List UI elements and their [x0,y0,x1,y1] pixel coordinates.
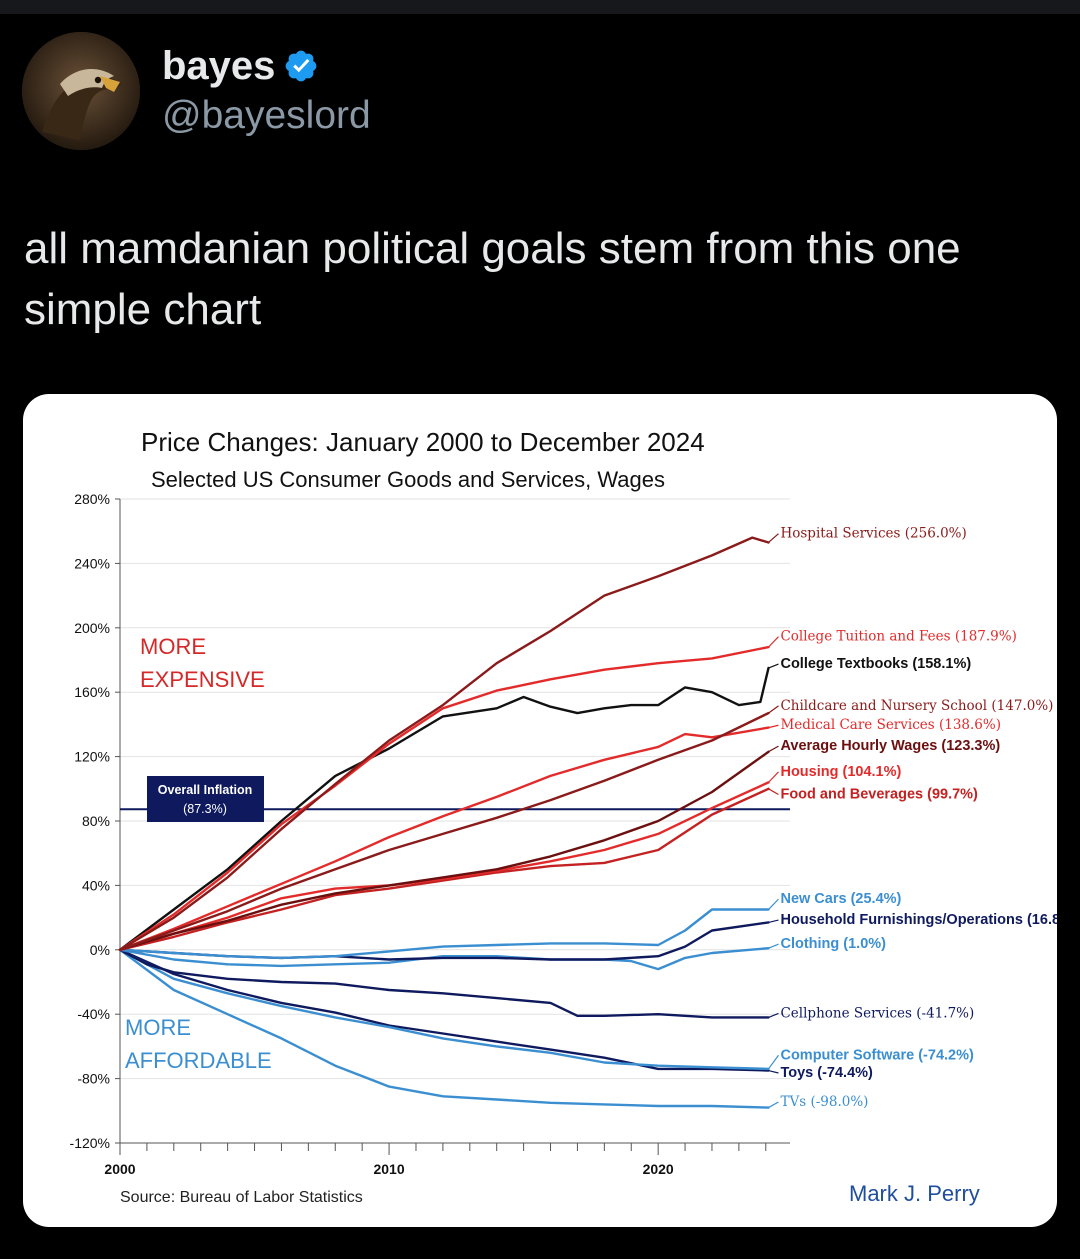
inflation-box [147,776,264,822]
y-tick-label: 280% [74,491,110,507]
series-label-new-cars: New Cars (25.4%) [780,891,901,907]
series-leader-clothing [768,943,779,949]
more-affordable-label: AFFORDABLE [125,1048,272,1073]
series-line-medical-care-services [118,726,770,951]
series-line-computer-software [118,948,770,1071]
series-leader-college-tuition-and-fees [768,636,779,648]
y-tick-label: -80% [77,1071,110,1087]
series-line-toys [118,948,770,1072]
eagle-avatar-icon [22,32,140,150]
series-label-childcare-and-nursery-school: Childcare and Nursery School (147.0%) [780,698,1053,714]
avatar[interactable] [22,32,140,150]
y-tick-label: 200% [74,620,110,636]
top-bar [0,0,1080,14]
series-line-new-cars [118,908,770,960]
x-tick-label: 2000 [104,1161,135,1177]
series-line-clothing [118,947,770,971]
series-label-housing: Housing (104.1%) [780,764,901,780]
x-tick-label: 2010 [373,1161,404,1177]
series-line-cellphone-services [118,948,770,1019]
series-label-computer-software: Computer Software (-74.2%) [780,1047,974,1063]
series-label-average-hourly-wages: Average Hourly Wages (123.3%) [780,738,1000,754]
series-label-clothing: Clothing (1.0%) [780,936,886,952]
series-leader-hospital-services [768,533,779,543]
series-label-medical-care-services: Medical Care Services (138.6%) [780,717,1001,733]
series-leader-medical-care-services [768,724,779,729]
user-name-row: bayes [162,40,319,92]
series-leader-new-cars [768,898,779,910]
series-leader-tvs [768,1101,779,1109]
chart-title: Price Changes: January 2000 to December … [141,427,705,457]
series-line-housing [118,781,770,951]
series-line-college-textbooks [118,666,770,951]
user-handle[interactable]: @bayeslord [162,94,371,137]
series-label-toys: Toys (-74.4%) [780,1065,873,1081]
series-leader-childcare-and-nursery-school [768,705,779,714]
inflation-box-value: (87.3%) [183,802,227,816]
series-label-household-furnishings-operations: Household Furnishings/Operations (16.8%) [780,912,1057,928]
series-leader-computer-software [767,1054,779,1070]
chart-author: Mark J. Perry [849,1181,980,1206]
tweet-media-chart[interactable]: Price Changes: January 2000 to December … [23,394,1057,1227]
series-leader-food-and-beverages [768,788,779,795]
series-leader-college-textbooks [768,663,779,669]
more-expensive-label: EXPENSIVE [140,667,265,692]
display-name[interactable]: bayes [162,43,276,88]
y-tick-label: 0% [90,942,110,958]
price-changes-chart: Price Changes: January 2000 to December … [70,427,1057,1206]
y-tick-label: -120% [70,1135,110,1151]
y-tick-label: 40% [82,877,110,893]
more-expensive-label: MORE [140,634,206,659]
y-tick-label: 80% [82,813,110,829]
series-leader-cellphone-services [768,1012,779,1018]
inflation-box-label: Overall Inflation [158,783,252,797]
chart-subtitle: Selected US Consumer Goods and Services,… [151,467,665,492]
verified-badge-icon [286,50,317,82]
tweet-text: all mamdanian political goals stem from … [24,224,961,334]
series-leader-toys [768,1069,779,1074]
series-label-college-tuition-and-fees: College Tuition and Fees (187.9%) [780,629,1016,645]
series-line-average-hourly-wages [118,750,770,951]
series-label-hospital-services: Hospital Services (256.0%) [780,526,966,542]
chart-source: Source: Bureau of Labor Statistics [120,1189,363,1206]
series-leader-housing [768,771,779,783]
series-leader-average-hourly-wages [768,745,779,753]
series-line-food-and-beverages [118,787,770,951]
series-line-childcare-and-nursery-school [118,711,770,951]
y-tick-label: 120% [74,749,110,765]
y-tick-label: 160% [74,684,110,700]
series-line-tvs [118,948,770,1109]
y-tick-label: -40% [77,1006,110,1022]
series-label-cellphone-services: Cellphone Services (-41.7%) [780,1005,974,1021]
series-leader-household-furnishings-operations [768,919,779,924]
series-line-household-furnishings-operations [118,921,770,961]
y-tick-label: 240% [74,555,110,571]
series-label-college-textbooks: College Textbooks (158.1%) [780,656,971,672]
more-affordable-label: MORE [125,1015,191,1040]
series-label-food-and-beverages: Food and Beverages (99.7%) [780,786,978,802]
x-tick-label: 2020 [643,1161,674,1177]
series-line-hospital-services [118,536,770,951]
series-label-tvs: TVs (-98.0%) [780,1094,868,1110]
series-line-college-tuition-and-fees [118,645,770,951]
